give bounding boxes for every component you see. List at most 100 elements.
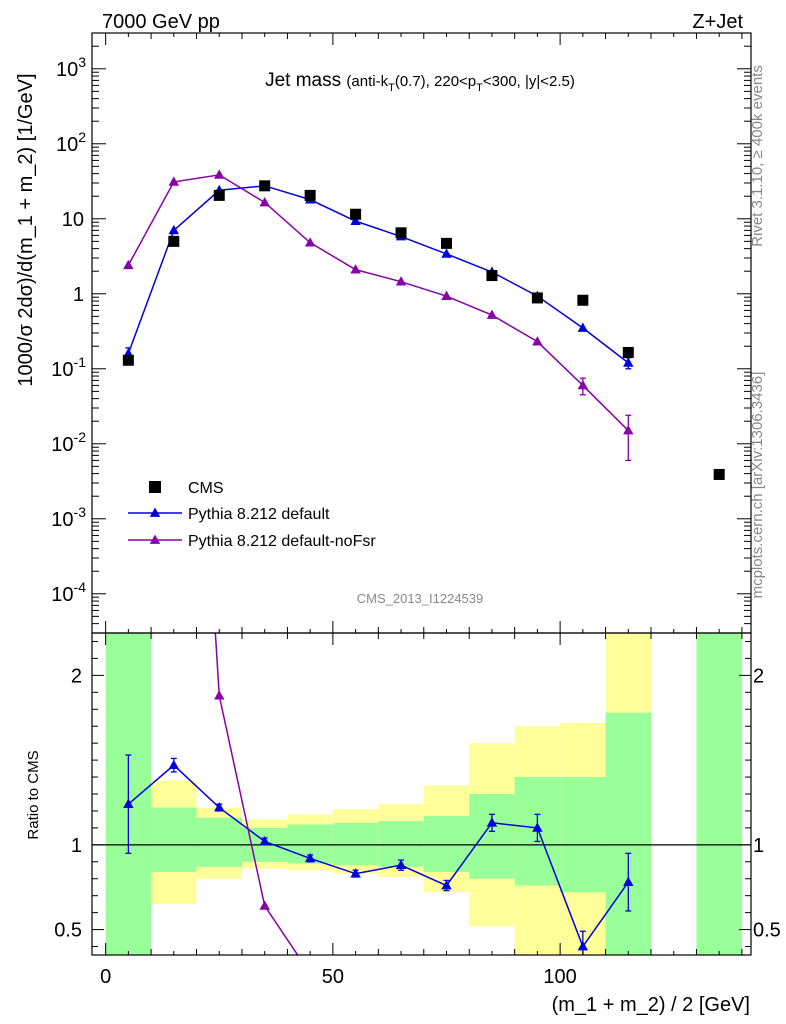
main-marker-s2-10 bbox=[577, 379, 589, 390]
main-y-tick-label-5: 10 bbox=[62, 209, 84, 231]
legend-cms-marker bbox=[149, 481, 161, 493]
ratio-marker-s1-2 bbox=[214, 690, 225, 700]
main-marker-s1-1 bbox=[168, 224, 180, 235]
cms-data-point-9 bbox=[531, 292, 543, 304]
main-y-tick-label-7: 103 bbox=[56, 54, 86, 81]
header-process: Z+Jet bbox=[692, 11, 743, 33]
ratio-y-axis-title: Ratio to CMS bbox=[25, 750, 42, 839]
title-sub-a: (anti-k bbox=[346, 73, 388, 90]
x-tick-label-0: 0 bbox=[100, 966, 111, 988]
main-y-tick-exponent-3: -1 bbox=[74, 354, 87, 370]
main-marker-s2-4 bbox=[304, 237, 316, 247]
ratio-marker-s0-2 bbox=[214, 802, 225, 812]
cms-data-point-6 bbox=[395, 227, 407, 239]
main-line-series-1 bbox=[127, 185, 629, 364]
ratio-series bbox=[123, 633, 634, 977]
cms-data-point-4 bbox=[304, 189, 316, 201]
ratio-marker-s0-10 bbox=[577, 941, 589, 951]
main-marker-s2-9 bbox=[532, 336, 543, 346]
main-marker-s2-5 bbox=[350, 264, 361, 274]
ratio-y-tick-label-right-0.5: 0.5 bbox=[753, 920, 781, 942]
ratio-marker-s0-9 bbox=[532, 822, 543, 832]
main-y-tick-mantissa-6: 10 bbox=[56, 134, 78, 156]
main-marker-s1-11 bbox=[623, 357, 634, 367]
ratio-marker-s0-7 bbox=[441, 880, 452, 890]
main-marker-s2-0 bbox=[123, 259, 134, 270]
x-axis-title: (m_1 + m_2) / 2 [GeV] bbox=[552, 994, 750, 1016]
plot-title: Jet mass (anti-kT(0.7), 220<pT<300, |y|<… bbox=[265, 70, 575, 94]
main-y-tick-mantissa-7: 10 bbox=[56, 59, 78, 81]
analysis-id: CMS_2013_I1224539 bbox=[357, 591, 484, 606]
main-y-tick-mantissa-5: 10 bbox=[62, 209, 84, 231]
ratio-y-tick-label-right-1: 1 bbox=[753, 835, 764, 857]
green-band-bin-6 bbox=[378, 821, 424, 867]
title-sub-b-subscript: T bbox=[476, 82, 483, 94]
green-band-bin-8 bbox=[469, 794, 515, 879]
main-marker-s2-1 bbox=[168, 176, 180, 186]
mcplots-label: mcplots.cern.ch [arXiv:1306.3436] bbox=[749, 372, 766, 599]
main-y-tick-mantissa-0: 10 bbox=[51, 584, 73, 606]
cms-data-point-3 bbox=[259, 180, 271, 192]
header-energy: 7000 GeV pp bbox=[102, 11, 220, 33]
cms-data-point-10 bbox=[577, 294, 589, 306]
green-band-bin-1 bbox=[151, 807, 197, 872]
main-y-tick-label-4: 1 bbox=[73, 284, 84, 306]
main-y-tick-mantissa-3: 10 bbox=[51, 359, 73, 381]
legend-marker-1 bbox=[149, 507, 161, 517]
main-y-tick-label-0: 10-4 bbox=[51, 579, 86, 606]
ratio-marker-s0-6 bbox=[395, 859, 407, 870]
ratio-marker-s0-1 bbox=[168, 759, 180, 770]
green-band-bin-7 bbox=[423, 816, 470, 872]
main-y-tick-label-6: 102 bbox=[56, 129, 86, 156]
rivet-label: Rivet 3.1.10, ≥ 400k events bbox=[749, 65, 766, 247]
ratio-y-tick-label-left-0.5: 0.5 bbox=[54, 920, 82, 942]
title-sub-b: (0.7), 220<p bbox=[395, 73, 476, 90]
main-y-tick-mantissa-4: 1 bbox=[73, 284, 84, 306]
cms-data-point-8 bbox=[486, 270, 498, 282]
main-marker-s1-10 bbox=[577, 322, 589, 332]
cms-data-point-12 bbox=[713, 468, 725, 480]
green-band-bin-12 bbox=[696, 633, 742, 955]
main-line-series-2 bbox=[127, 174, 629, 432]
ratio-marker-s0-5 bbox=[350, 868, 361, 878]
main-y-tick-exponent-2: -2 bbox=[74, 429, 87, 445]
legend-marker-2 bbox=[149, 534, 161, 544]
cms-data-point-7 bbox=[440, 237, 452, 249]
green-band-bin-10 bbox=[560, 777, 606, 893]
green-band-bin-11 bbox=[605, 712, 652, 955]
main-y-tick-mantissa-1: 10 bbox=[51, 509, 73, 531]
ratio-y-tick-label-left-1: 1 bbox=[71, 835, 82, 857]
ratio-line-series-0 bbox=[127, 764, 629, 949]
main-marker-s2-7 bbox=[441, 290, 452, 300]
green-band-bin-2 bbox=[196, 817, 242, 867]
main-y-tick-label-2: 10-2 bbox=[51, 429, 86, 456]
main-marker-s2-2 bbox=[214, 169, 225, 179]
main-marker-s1-5 bbox=[350, 215, 361, 225]
cms-data-point-0 bbox=[122, 354, 134, 366]
legend-label-1: Pythia 8.212 default bbox=[188, 506, 330, 523]
green-band-bin-5 bbox=[332, 822, 379, 866]
ratio-marker-s0-4 bbox=[304, 852, 316, 863]
cms-data-point-5 bbox=[350, 208, 362, 220]
ratio-marker-s0-0 bbox=[123, 798, 134, 809]
ratio-y-tick-label-right-2: 2 bbox=[753, 665, 764, 687]
main-y-tick-exponent-1: -3 bbox=[74, 504, 87, 520]
ratio-marker-s0-3 bbox=[259, 835, 270, 846]
ratio-marker-s1-4 bbox=[305, 968, 315, 977]
main-y-tick-exponent-7: 3 bbox=[78, 54, 86, 70]
main-marker-s1-7 bbox=[441, 248, 452, 258]
legend-label-2: Pythia 8.212 default-noFsr bbox=[188, 533, 376, 550]
cms-data-point-2 bbox=[213, 189, 225, 201]
main-marker-s2-6 bbox=[395, 276, 407, 286]
x-tick-label-100: 100 bbox=[543, 966, 576, 988]
title-sub-c: <300, |y|<2.5) bbox=[483, 73, 575, 90]
cms-data-point-11 bbox=[622, 346, 634, 358]
legend: CMS Pythia 8.212 default Pythia 8.212 defa… bbox=[128, 480, 376, 550]
ratio-marker-s1-3 bbox=[259, 900, 270, 910]
ratio-marker-s0-8 bbox=[486, 817, 498, 827]
main-y-tick-exponent-0: -4 bbox=[74, 579, 87, 595]
main-y-tick-label-1: 10-3 bbox=[51, 504, 86, 531]
main-marker-s2-8 bbox=[486, 309, 498, 319]
